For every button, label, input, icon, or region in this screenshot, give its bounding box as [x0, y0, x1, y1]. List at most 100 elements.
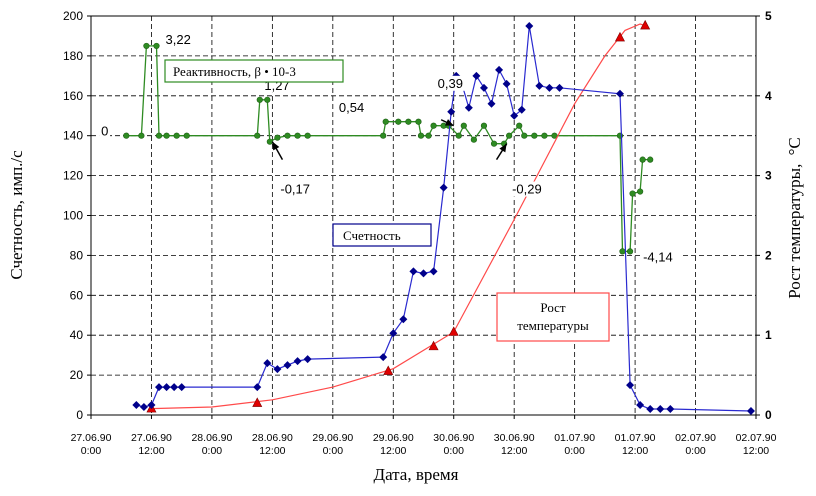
reactivity-point: [480, 122, 488, 129]
counts-point: [666, 405, 675, 414]
reactivity-point: [183, 132, 190, 139]
reactivity-point: [405, 118, 412, 125]
x-tick-label-time: 12:00: [622, 445, 648, 457]
y-tick-label-left: 140: [63, 129, 83, 143]
x-tick-label-4: 29.06.90 0:00: [312, 432, 353, 457]
reactivity-point: [155, 132, 163, 139]
counts-point: [155, 383, 164, 392]
counts-point: [447, 107, 456, 116]
x-tick-label-0: 27.06.90 0:00: [71, 432, 112, 457]
x-tick-label-date: 27.06.90: [131, 432, 172, 444]
reactivity-point: [470, 136, 477, 143]
reactivity-point: [506, 132, 513, 139]
x-tick-label-5: 29.06.90 12:00: [373, 432, 414, 457]
x-tick-label-date: 01.07.90: [615, 432, 656, 444]
reactivity-point: [380, 132, 387, 139]
x-axis-title: Дата, время: [373, 465, 458, 484]
temperature-point: [252, 397, 263, 407]
x-tick-label-date: 29.06.90: [373, 432, 414, 444]
reactivity-point: [626, 248, 634, 255]
legend-box-reactivity: [164, 59, 344, 83]
arrow-039-head: [444, 119, 454, 126]
reactivity-point: [647, 156, 654, 163]
x-tick-label-time: 12:00: [259, 445, 285, 457]
x-tick-label-time: 12:00: [743, 445, 769, 457]
x-tick-label-time: 12:00: [380, 445, 406, 457]
reactivity-point: [395, 118, 402, 125]
counts-point: [389, 329, 398, 338]
temperature-point: [614, 31, 625, 42]
reactivity-point: [153, 42, 160, 50]
x-tick-label-date: 28.06.90: [191, 432, 232, 444]
axes: 0 20 40 60 80 100 120 140 160 180 200 0 1 2 3 4 5 27.06.9…: [63, 9, 777, 457]
counts-point: [139, 403, 148, 412]
counts-point: [487, 99, 496, 108]
x-tick-label-date: 29.06.90: [312, 432, 353, 444]
counts-point: [479, 83, 488, 92]
counts-point: [162, 383, 171, 392]
counts-point: [399, 315, 408, 324]
x-tick-label-time: 0:00: [685, 445, 706, 457]
reactivity-point: [541, 132, 548, 139]
counts-point: [177, 383, 186, 392]
reactivity-point: [417, 132, 425, 139]
reactivity-point: [173, 132, 180, 139]
reactivity-point: [382, 118, 389, 125]
counts-point: [293, 357, 302, 366]
series-line-counts: [136, 25, 752, 412]
x-tick-label-10: 02.07.90 0:00: [675, 432, 716, 457]
legend-label-reactivity: Реактивность, β • 10-3: [173, 64, 296, 79]
counts-point: [545, 83, 554, 92]
x-tick-label-time: 0:00: [323, 445, 344, 457]
reactivity-point: [123, 132, 130, 139]
x-tick-label-7: 30.06.90 12:00: [494, 432, 535, 457]
annotation-label: 0,54: [339, 100, 364, 115]
counts-point: [419, 269, 428, 278]
counts-point: [636, 401, 645, 410]
y-tick-label-left: 180: [63, 49, 83, 63]
counts-point: [263, 359, 272, 368]
counts-point: [472, 71, 481, 80]
x-tick-label-date: 27.06.90: [71, 432, 112, 444]
counts-point: [253, 383, 262, 392]
annotation-label: -4,14: [643, 249, 673, 264]
reactivity-point: [637, 188, 644, 195]
legend-boxes: Реактивность, β • 10-3 Счетность Рост темпе…: [164, 59, 610, 342]
axis-titles: Счетность, имп./с Рост температуры, °С Д…: [7, 137, 804, 484]
counts-point: [409, 267, 418, 276]
reactivity-point: [143, 42, 150, 50]
x-tick-label-1: 27.06.90 12:00: [131, 432, 172, 457]
reactivity-point: [266, 138, 273, 145]
counts-point: [525, 21, 534, 30]
reactivity-point: [138, 132, 145, 139]
reactivity-point: [430, 122, 437, 129]
x-tick-label-6: 30.06.90 0:00: [433, 432, 474, 457]
y-axis-right-title-main: Рост температуры,: [785, 159, 804, 298]
temperature-point: [448, 326, 459, 336]
annotation-label: 0,39: [438, 76, 463, 91]
annotation-label: -0,17: [280, 182, 310, 197]
legend-label-temperature-2: температуры: [517, 318, 589, 333]
temperature-point: [428, 340, 439, 351]
reactivity-point: [264, 96, 271, 103]
annotation-bg: [435, 75, 468, 91]
y-tick-label-left: 60: [70, 288, 84, 302]
x-tick-label-date: 01.07.90: [554, 432, 595, 444]
y-tick-label-left: 120: [63, 169, 83, 183]
x-tick-label-8: 01.07.90 0:00: [554, 432, 595, 457]
annotation-bg: [163, 31, 196, 47]
legend-box-counts: [332, 223, 432, 247]
counts-point: [439, 183, 448, 192]
x-tick-label-time: 0:00: [202, 445, 223, 457]
plot-frame: [90, 15, 757, 416]
legend-label-counts: Счетность: [343, 228, 401, 243]
legend-label-temperature-1: Рост: [540, 300, 566, 315]
reactivity-point: [254, 132, 261, 139]
counts-point: [429, 267, 438, 276]
arrow-neg029-head: [499, 143, 507, 153]
counts-point: [502, 79, 511, 88]
annotation-label: 0: [101, 124, 108, 139]
arrow-neg017-head: [272, 141, 280, 151]
counts-point: [464, 103, 473, 112]
